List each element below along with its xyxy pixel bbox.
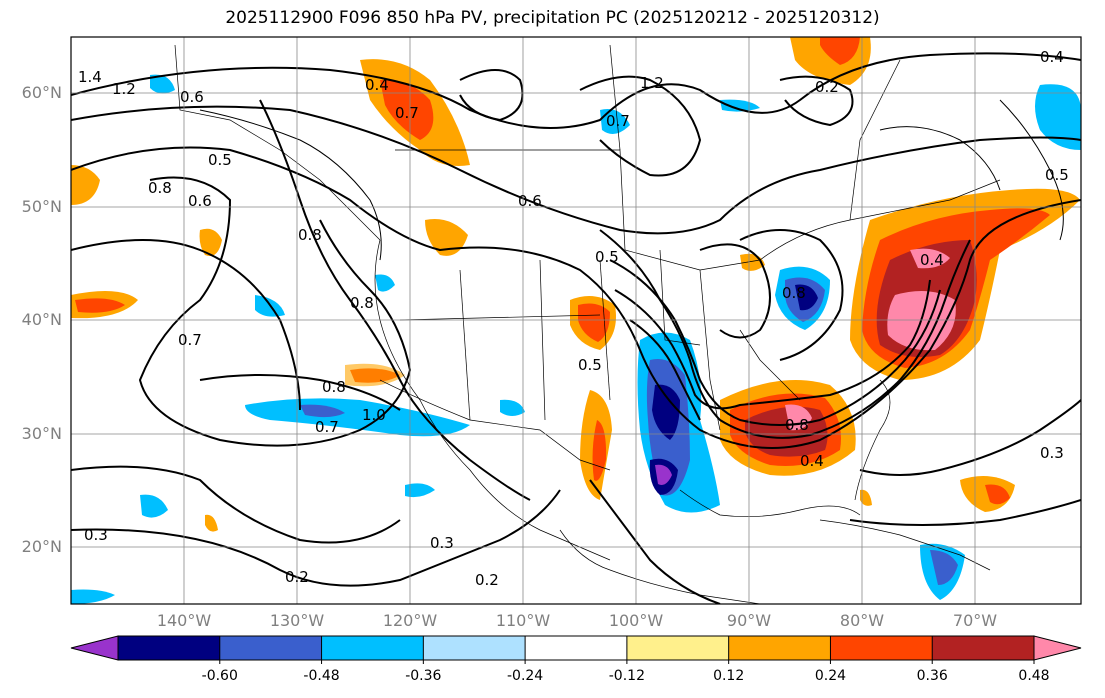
- contour-label: 1.4: [78, 68, 102, 86]
- lon-label: 100°W: [608, 611, 664, 630]
- contour-label: 0.8: [322, 378, 346, 396]
- map-frame: [70, 36, 1082, 605]
- colorbar-extend-high: [1033, 635, 1082, 661]
- political-borders: [174, 44, 1001, 604]
- colorbar-segment: [728, 636, 831, 660]
- colorbar-segment: [118, 636, 220, 660]
- lon-label: 90°W: [726, 611, 772, 630]
- contour-label: 0.5: [208, 151, 232, 169]
- contour-label: 0.2: [475, 571, 499, 589]
- colorbar: [70, 635, 1082, 664]
- lon-label: 130°W: [269, 611, 325, 630]
- contour-label: 0.3: [84, 526, 108, 544]
- colorbar-tick-label: 0.36: [916, 668, 948, 684]
- colorbar-segment: [932, 636, 1034, 660]
- contour-label: 0.4: [1040, 48, 1064, 66]
- colorbar-extend-low: [70, 635, 119, 661]
- contour-label: 0.5: [595, 248, 619, 266]
- lon-label: 140°W: [156, 611, 212, 630]
- colorbar-tick-label: -0.12: [608, 668, 645, 684]
- contour-labels: 1.4 1.2 0.6 0.7 0.4 0.5 0.8 0.6 0.8 0.7 …: [78, 48, 1069, 589]
- contour-label: 0.8: [148, 179, 172, 197]
- contour-label: 0.4: [365, 76, 389, 94]
- contour-label: 0.7: [178, 331, 202, 349]
- colorbar-segment: [423, 636, 526, 660]
- contour-label: 1.2: [640, 74, 664, 92]
- colorbar-segment: [219, 636, 322, 660]
- lon-label: 70°W: [952, 611, 998, 630]
- contour-label: 0.7: [606, 112, 630, 130]
- coastline: [199, 99, 1064, 261]
- lat-label: 40°N: [21, 310, 62, 329]
- contour-label: 0.5: [1045, 166, 1069, 184]
- contour-label: 1.2: [112, 80, 136, 98]
- contour-label: 0.5: [578, 356, 602, 374]
- lat-label: 60°N: [21, 83, 62, 102]
- lat-label: 50°N: [21, 197, 62, 216]
- contour-label: 0.8: [785, 416, 809, 434]
- lat-label: 30°N: [21, 424, 62, 443]
- contour-label: 0.6: [180, 88, 204, 106]
- contour-label: 0.8: [298, 226, 322, 244]
- colorbar-tick-label: 0.60: [1101, 668, 1105, 684]
- colorbar-tick-label: -0.36: [405, 668, 442, 684]
- contour-label: 0.4: [920, 251, 944, 269]
- colorbar-tick-label: -0.48: [303, 668, 340, 684]
- contour-label: 0.3: [430, 534, 454, 552]
- colorbar-segment: [626, 636, 729, 660]
- contour-label: 0.8: [350, 294, 374, 312]
- contour-label: 0.4: [800, 452, 824, 470]
- colorbar-segment: [830, 636, 933, 660]
- colorbar-tick-label: -0.24: [506, 668, 544, 684]
- lat-label: 20°N: [21, 537, 62, 556]
- colorbar-tick-label: -0.60: [201, 668, 238, 684]
- contour-label: 0.2: [285, 568, 309, 586]
- contour-label: 0.6: [518, 192, 542, 210]
- colorbar-segment: [525, 636, 627, 660]
- pv-contours: [71, 52, 1081, 604]
- contour-label: 0.3: [1040, 444, 1064, 462]
- colorbar-tick-label: 0.48: [1018, 668, 1050, 684]
- map-title: 2025112900 F096 850 hPa PV, precipitatio…: [225, 8, 880, 28]
- contour-label: 0.8: [782, 284, 806, 302]
- colorbar-segment: [321, 636, 424, 660]
- contour-label: 0.2: [815, 78, 839, 96]
- lon-label: 120°W: [382, 611, 438, 630]
- contour-label: 1.0: [362, 406, 386, 424]
- contour-label: 0.6: [188, 192, 212, 210]
- contour-label: 0.7: [315, 418, 339, 436]
- colorbar-tick-label: 0.12: [713, 668, 745, 684]
- colorbar-tick-label: 0.24: [814, 668, 847, 684]
- lon-label: 80°W: [839, 611, 885, 630]
- lat-lon-grid: [71, 37, 1081, 604]
- contour-label: 0.7: [395, 104, 419, 122]
- lon-label: 110°W: [495, 611, 551, 630]
